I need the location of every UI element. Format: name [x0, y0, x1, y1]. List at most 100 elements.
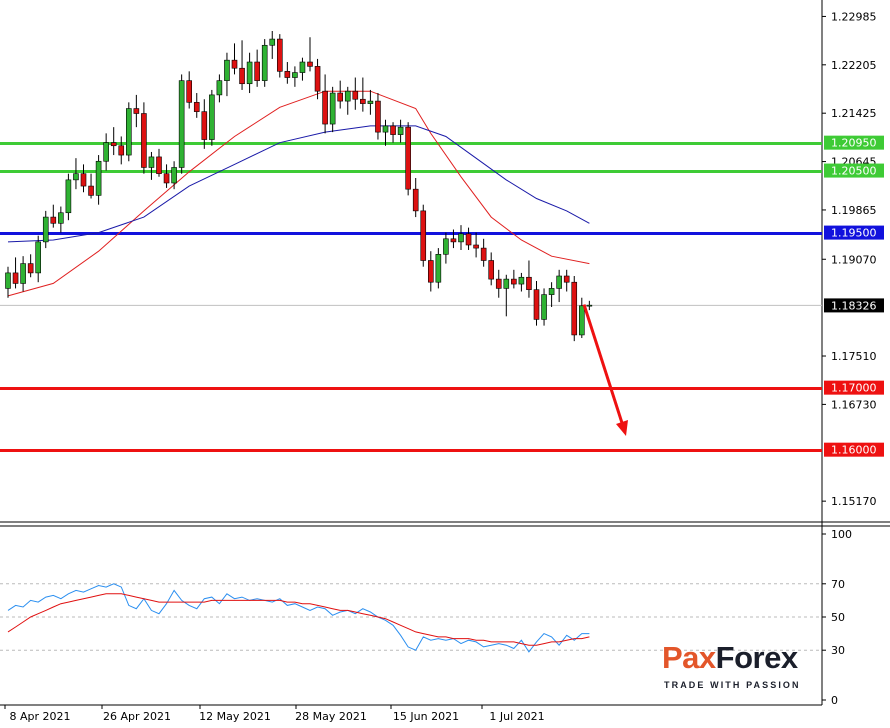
candle-body — [178, 80, 185, 168]
candle — [458, 225, 464, 250]
candle — [171, 161, 177, 190]
candle — [435, 248, 442, 289]
candle-body — [480, 247, 487, 261]
candle — [556, 269, 562, 303]
price-panel — [0, 0, 890, 706]
candle — [405, 122, 411, 196]
candle — [95, 155, 102, 205]
candle — [269, 31, 276, 59]
candle-body — [193, 102, 200, 112]
candle-body — [450, 238, 457, 243]
candle-body — [367, 100, 374, 104]
logo-part-right: Forex — [715, 640, 798, 675]
level-tag-0 — [824, 135, 884, 150]
candle — [103, 133, 109, 171]
date-tick-label: 8 Apr 2021 — [9, 710, 70, 723]
candle — [126, 102, 132, 162]
candle-body — [548, 288, 555, 295]
candle-body — [58, 212, 64, 224]
candle — [27, 254, 34, 278]
date-tick-label: 12 May 2021 — [199, 710, 271, 723]
candle-body — [88, 185, 94, 196]
candle-body — [556, 275, 562, 289]
candle — [518, 272, 525, 292]
candle-body — [375, 100, 381, 133]
candle — [488, 252, 495, 286]
date-axis: 8 Apr 2021 26 Apr 2021 12 May 2021 28 May 2… — [4, 705, 545, 723]
candle-body — [50, 216, 57, 224]
candle-body — [511, 278, 517, 285]
candle — [186, 71, 192, 109]
candle — [390, 122, 396, 143]
candle — [246, 52, 253, 94]
candle — [360, 77, 366, 112]
brand-logo: PaxForex TRADE WITH PASSION — [662, 640, 812, 695]
price-tick-label: 1.22205 — [831, 59, 877, 72]
level-tag-label: 1.20950 — [831, 137, 877, 150]
price-tick-label: 1.21425 — [831, 107, 877, 120]
candle — [163, 164, 170, 188]
candle-body — [503, 278, 510, 289]
candle — [178, 74, 185, 174]
candle — [503, 274, 510, 317]
candle — [141, 102, 147, 174]
candle-body — [20, 263, 26, 284]
candle — [427, 251, 434, 292]
candle-body — [42, 216, 49, 243]
candle — [420, 204, 427, 267]
date-tick-label: 26 Apr 2021 — [103, 710, 171, 723]
level-tag-1 — [824, 163, 884, 178]
candle-body — [35, 241, 42, 274]
price-axis: 1.229851.222051.214251.206451.198651.190… — [822, 10, 884, 508]
current-price-label: 1.18326 — [831, 299, 877, 312]
level-tag-label: 1.16000 — [831, 444, 877, 457]
price-tick-label: 1.17510 — [831, 350, 877, 363]
candle — [375, 93, 381, 140]
candle-body — [405, 126, 411, 190]
candle-body — [110, 142, 117, 147]
candle-body — [541, 294, 547, 320]
candle — [352, 77, 359, 110]
candle — [50, 204, 57, 228]
osc-series-1 — [7, 593, 590, 646]
candle-body — [526, 276, 532, 290]
candle — [118, 136, 125, 165]
candle — [548, 282, 555, 308]
level-tag-4 — [824, 442, 884, 457]
candle-body — [586, 304, 593, 307]
price-tick-label: 1.19865 — [831, 204, 877, 217]
candle-body — [322, 90, 328, 125]
osc-tick-label: 0 — [831, 694, 838, 707]
candle — [307, 37, 313, 72]
osc-tick-label: 70 — [831, 578, 845, 591]
candle-body — [578, 305, 585, 336]
candle — [586, 300, 593, 311]
candle — [578, 297, 585, 339]
candle-body — [163, 173, 170, 184]
arrow-shaft — [582, 304, 625, 427]
candle-body — [488, 260, 495, 280]
current-price-tag — [824, 298, 884, 313]
candle-body — [412, 188, 419, 212]
candle-body — [299, 61, 306, 73]
candle — [156, 148, 162, 177]
date-tick-label: 1 Jul 2021 — [489, 710, 544, 723]
candle-body — [201, 111, 208, 140]
candle — [322, 74, 328, 134]
candle — [299, 57, 306, 81]
candle — [80, 164, 87, 193]
candle — [276, 34, 283, 78]
candle-body — [314, 66, 321, 92]
candle-body — [276, 38, 283, 72]
candle-body — [443, 238, 449, 255]
candle-body — [27, 263, 34, 274]
candle-body — [141, 113, 147, 168]
candle-body — [133, 108, 140, 114]
candle — [231, 43, 238, 75]
candle-body — [118, 145, 125, 156]
candle-body — [246, 61, 253, 85]
level-lines — [0, 142, 822, 452]
candle-body — [5, 272, 11, 289]
